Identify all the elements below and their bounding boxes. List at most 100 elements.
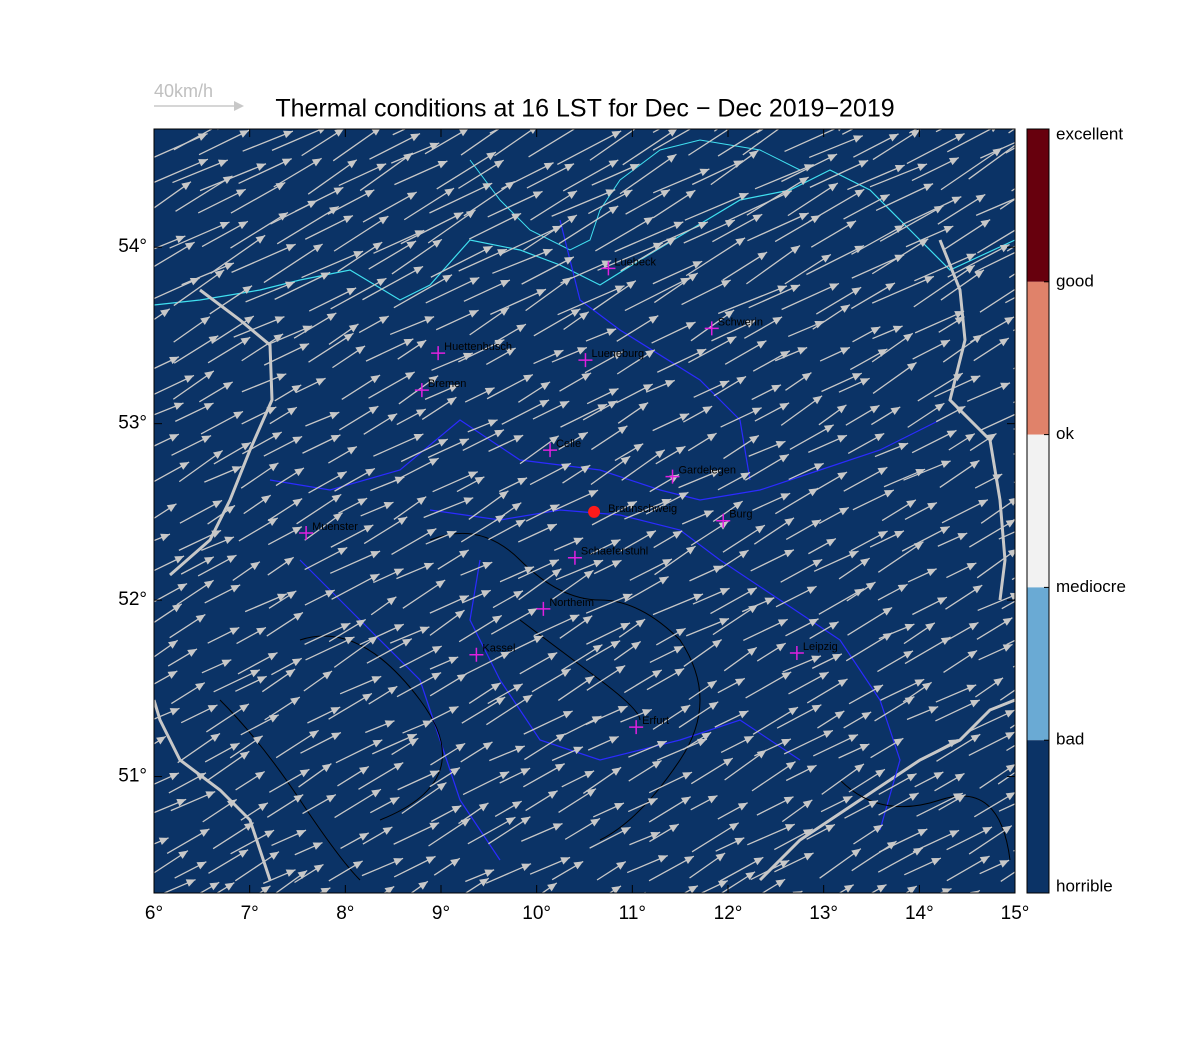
wind-arrow-head: [173, 402, 184, 411]
wind-arrow-head: [717, 880, 728, 889]
wind-arrow-head: [573, 861, 584, 870]
wind-arrow: [589, 129, 636, 161]
wind-arrow: [304, 622, 351, 645]
wind-arrow-shaft: [429, 182, 493, 214]
wind-arrow: [559, 615, 593, 639]
wind-arrow-head: [389, 797, 400, 805]
wind-field: [154, 86, 1077, 893]
wind-arrow: [332, 129, 380, 162]
wind-arrow: [330, 277, 387, 310]
wind-arrow: [430, 804, 462, 823]
wind-arrow: [363, 413, 398, 435]
wind-arrow-head: [966, 562, 977, 571]
wind-arrow: [870, 883, 887, 893]
wind-arrow-shaft: [427, 209, 476, 244]
wind-arrow-head: [426, 528, 437, 537]
wind-arrow-shaft: [562, 159, 619, 192]
wind-arrow-head: [207, 704, 218, 713]
wind-arrow-shaft: [998, 531, 1015, 540]
wind-arrow: [821, 372, 863, 393]
wind-arrow: [499, 767, 531, 784]
wind-arrow: [719, 856, 764, 882]
wind-arrow-head: [252, 735, 263, 745]
wind-arrow-head: [941, 888, 952, 893]
colorbar-label: ok: [1056, 424, 1074, 443]
wind-arrow: [774, 852, 814, 873]
wind-arrow-head: [178, 850, 188, 859]
wind-arrow: [400, 211, 464, 245]
wind-arrow: [154, 850, 189, 874]
wind-arrow-head: [954, 316, 965, 325]
wind-arrow-shaft: [748, 284, 801, 309]
wind-arrow-head: [940, 637, 951, 646]
wind-arrow-head: [748, 150, 759, 159]
wind-arrow: [154, 374, 195, 396]
place-marker: [431, 346, 446, 361]
wind-arrow: [154, 433, 180, 447]
wind-arrow-head: [209, 882, 220, 891]
place-label: Bremen: [428, 378, 467, 390]
wind-arrow-head: [736, 376, 747, 385]
wind-arrow-head: [723, 758, 733, 767]
wind-arrow-head: [764, 597, 775, 606]
wind-arrow-head: [610, 640, 621, 649]
wind-arrow: [844, 799, 879, 819]
wind-arrow-shaft: [274, 271, 331, 300]
place-marker: [601, 261, 616, 276]
wind-arrow-head: [1005, 764, 1015, 773]
wind-arrow-shaft: [430, 245, 493, 278]
wind-arrow-head: [394, 476, 405, 485]
wind-arrow: [396, 562, 434, 580]
wind-arrow-head: [448, 656, 459, 665]
wind-arrow-shaft: [683, 885, 699, 893]
wind-arrow-shaft: [784, 129, 837, 153]
wind-arrow-head: [250, 561, 260, 571]
wind-arrow-shaft: [391, 238, 443, 275]
wind-arrow: [240, 714, 280, 736]
wind-arrow-head: [738, 550, 749, 559]
wind-arrow-head: [666, 154, 677, 163]
wind-arrow-head: [308, 730, 319, 739]
wind-arrow-head: [436, 782, 447, 791]
wind-arrow: [744, 316, 783, 339]
wind-arrow-head: [484, 387, 495, 396]
wind-arrow: [812, 733, 859, 757]
wind-arrow: [905, 225, 954, 248]
wind-arrow-head: [1067, 462, 1077, 470]
wind-arrow-shaft: [498, 225, 563, 256]
wind-arrow: [724, 340, 767, 365]
wind-arrow-shaft: [781, 282, 840, 311]
wind-arrow: [276, 205, 340, 245]
wind-arrow-head: [203, 580, 214, 589]
wind-arrow: [557, 130, 622, 166]
wind-arrow: [720, 871, 756, 893]
wind-arrow-head: [176, 799, 187, 807]
wind-arrow: [424, 129, 469, 155]
title: Thermal conditions at 16 LST for Dec − D…: [275, 95, 894, 123]
wind-arrow-head: [490, 682, 501, 692]
wind-arrow-head: [868, 800, 879, 809]
wind-arrow-shaft: [712, 213, 763, 243]
wind-arrow-head: [655, 449, 665, 459]
wind-arrow-head: [311, 158, 322, 167]
wind-arrow-head: [429, 142, 440, 151]
wind-arrow: [460, 514, 506, 543]
wind-arrow-shaft: [487, 190, 543, 218]
wind-arrow: [337, 241, 383, 273]
wind-arrow: [391, 528, 437, 555]
wind-arrow-head: [384, 886, 395, 893]
wind-arrow: [154, 735, 167, 745]
wind-arrow: [906, 705, 939, 721]
wind-arrow: [486, 694, 533, 726]
wind-arrow: [275, 467, 305, 487]
wind-arrow: [966, 86, 1024, 122]
wind-arrow: [303, 670, 333, 692]
wind-arrow: [877, 847, 924, 873]
wind-arrow: [308, 471, 348, 494]
wind-arrow-head: [321, 763, 332, 773]
wind-arrow: [841, 129, 855, 135]
wind-arrow-head: [802, 799, 813, 809]
wind-arrow-shaft: [238, 158, 292, 185]
wind-arrow: [585, 593, 633, 614]
wind-arrow-head: [851, 373, 862, 381]
